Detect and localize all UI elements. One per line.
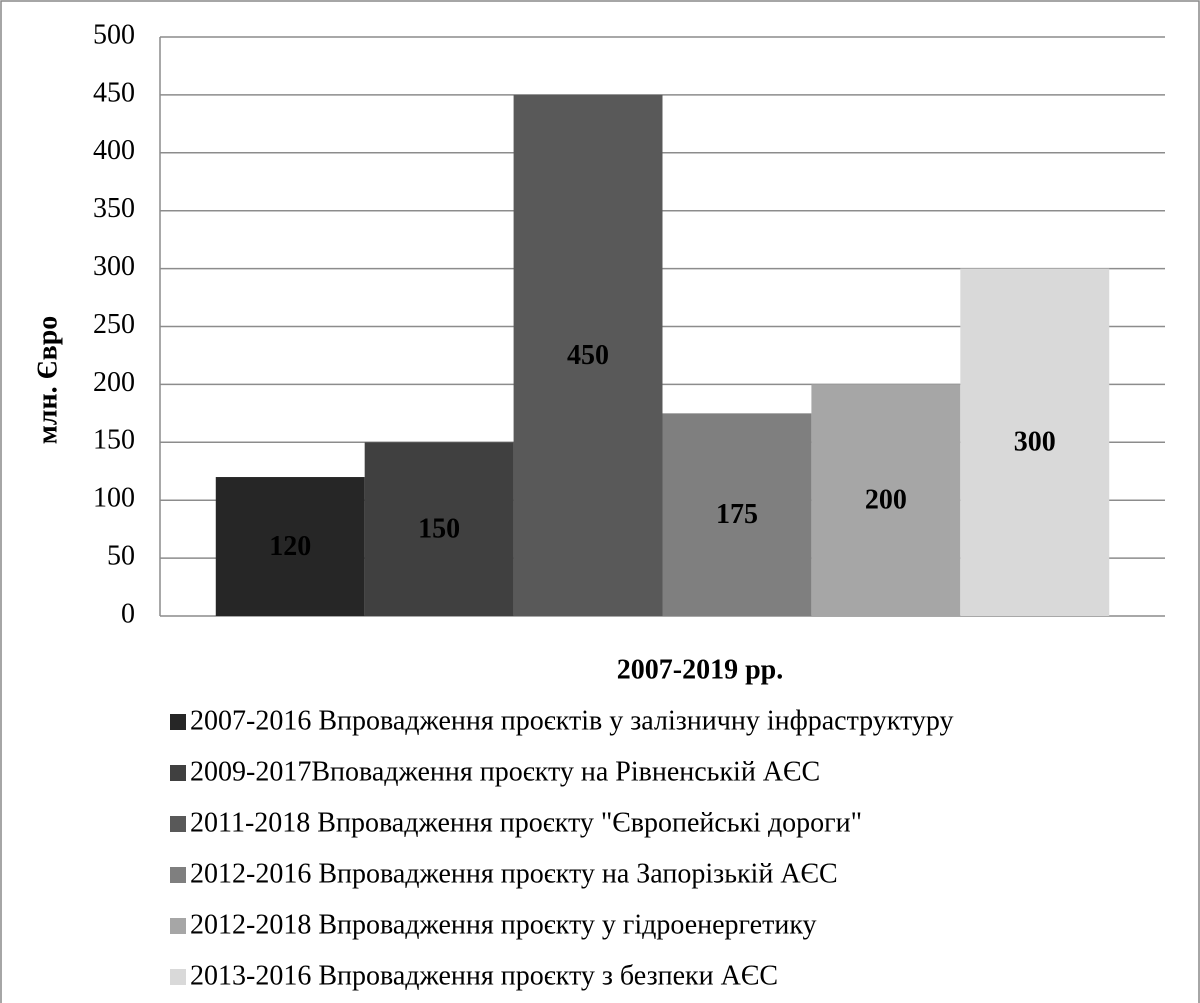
bar — [662, 413, 812, 616]
legend-swatch — [170, 714, 186, 730]
x-axis-label: 2007-2019 рр. — [617, 654, 783, 685]
y-tick-label: 300 — [93, 251, 135, 282]
legend-label: 2012-2018 Впровадження проєкту у гідроен… — [190, 909, 817, 940]
legend-swatch — [170, 867, 186, 883]
y-tick-label: 250 — [93, 309, 135, 340]
legend-swatch — [170, 765, 186, 781]
y-tick-label: 200 — [93, 367, 135, 398]
data-label: 175 — [716, 499, 758, 530]
legend-swatch — [170, 969, 186, 985]
bar — [811, 384, 961, 616]
y-tick-label: 400 — [93, 135, 135, 166]
data-label: 450 — [567, 340, 609, 371]
data-label: 150 — [418, 514, 460, 545]
legend-label: 2012-2016 Впровадження проєкту на Запорі… — [190, 858, 838, 889]
legend-label: 2013-2016 Впровадження проєкту з безпеки… — [190, 960, 778, 991]
legend-swatch — [170, 816, 186, 832]
y-tick-label: 350 — [93, 193, 135, 224]
bar — [215, 477, 365, 616]
legend-label: 2007-2016 Впровадження проєктів у залізн… — [190, 705, 954, 736]
y-axis-label: млн. Євро — [32, 316, 63, 445]
y-tick-label: 0 — [121, 598, 135, 629]
bar — [513, 94, 663, 616]
y-tick-label: 450 — [93, 77, 135, 108]
legend-label: 2011-2018 Впровадження проєкту "Європейс… — [190, 807, 862, 838]
y-tick-label: 100 — [93, 483, 135, 514]
y-tick-label: 150 — [93, 425, 135, 456]
data-label: 300 — [1014, 427, 1056, 458]
legend-swatch — [170, 918, 186, 934]
y-tick-label: 50 — [107, 541, 135, 572]
bar — [364, 442, 514, 616]
y-tick-label: 500 — [93, 19, 135, 50]
legend-label: 2009-2017Вповадження проєкту на Рівненсь… — [190, 756, 820, 787]
bar — [960, 268, 1110, 616]
data-label: 200 — [865, 485, 907, 516]
data-label: 120 — [269, 531, 311, 562]
